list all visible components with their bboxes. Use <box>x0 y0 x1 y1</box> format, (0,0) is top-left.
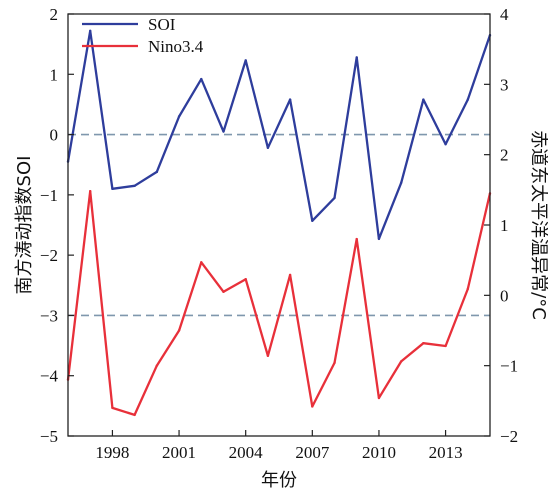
data-point-0-8 <box>244 59 247 62</box>
series-line-nino3-4 <box>66 190 492 417</box>
left-tick-label: 2 <box>50 5 59 24</box>
plot-layer <box>66 29 492 417</box>
data-point-1-11 <box>311 405 314 408</box>
series-line-soi <box>66 29 492 241</box>
x-tick-label: 2007 <box>295 443 330 462</box>
data-point-1-8 <box>244 277 247 281</box>
legend-label-0: SOI <box>148 15 176 34</box>
x-tick-label: 2013 <box>429 443 463 462</box>
data-point-0-13 <box>355 56 358 59</box>
left-tick-label: −1 <box>40 186 58 205</box>
left-tick-label: 0 <box>50 126 59 145</box>
legend-label-1: Nino3.4 <box>148 37 204 56</box>
data-point-0-14 <box>377 237 381 241</box>
right-tick-label: −2 <box>500 427 518 446</box>
data-point-0-18 <box>466 98 469 101</box>
data-point-0-17 <box>444 143 447 146</box>
plot-frame <box>67 13 491 437</box>
data-point-1-13 <box>355 237 358 241</box>
left-tick-label: 1 <box>50 65 59 84</box>
left-tick-label: −2 <box>40 246 58 265</box>
data-point-0-6 <box>200 77 203 81</box>
data-point-0-15 <box>399 181 403 184</box>
right-y-axis-title: 赤道东太平洋温异常/°C <box>528 130 548 320</box>
x-axis-title: 年份 <box>261 470 297 491</box>
data-point-1-2 <box>111 406 114 410</box>
data-point-1-7 <box>222 290 225 294</box>
right-tick-label: 4 <box>500 5 509 24</box>
data-point-0-16 <box>422 98 425 101</box>
data-point-1-16 <box>422 341 425 345</box>
data-point-0-4 <box>155 170 159 174</box>
left-tick-label: −4 <box>40 367 59 386</box>
data-point-1-5 <box>177 329 181 332</box>
data-point-1-3 <box>133 413 136 417</box>
data-point-0-1 <box>89 29 92 33</box>
data-point-1-9 <box>266 354 270 358</box>
data-point-1-4 <box>155 364 159 367</box>
data-point-0-11 <box>311 219 314 222</box>
data-point-1-15 <box>399 360 403 363</box>
data-point-1-12 <box>333 361 336 365</box>
data-point-0-5 <box>177 115 181 118</box>
right-tick-label: 2 <box>500 146 509 165</box>
right-tick-label: 0 <box>500 286 509 305</box>
data-point-0-9 <box>266 146 270 150</box>
x-tick-label: 2001 <box>162 443 196 462</box>
data-point-1-18 <box>466 287 469 291</box>
right-tick-label: 3 <box>500 75 509 94</box>
x-tick-label: 1998 <box>95 443 129 462</box>
right-tick-label: 1 <box>500 216 509 235</box>
data-point-1-10 <box>288 273 292 277</box>
data-point-0-10 <box>288 98 292 101</box>
data-point-1-1 <box>89 190 92 193</box>
x-tick-label: 2010 <box>362 443 396 462</box>
left-tick-label: −5 <box>40 427 58 446</box>
data-point-1-14 <box>377 396 381 400</box>
right-tick-label: −1 <box>500 357 518 376</box>
data-point-1-17 <box>444 344 447 348</box>
data-point-0-12 <box>333 196 336 200</box>
data-point-0-3 <box>133 184 136 188</box>
data-point-1-6 <box>200 261 203 264</box>
axis-layer: −5 −4 −3 −2 −1 0 1 2 −2 −1 0 1 2 3 4 1998 2001 2004 2007 20… <box>40 5 518 462</box>
data-point-0-7 <box>222 130 225 133</box>
x-tick-label: 2004 <box>229 443 264 462</box>
legend: SOI Nino3.4 <box>82 15 204 56</box>
left-tick-label: −3 <box>40 306 58 325</box>
left-y-axis-title: 南方涛动指数SOI <box>14 156 35 295</box>
data-point-0-2 <box>111 187 114 191</box>
